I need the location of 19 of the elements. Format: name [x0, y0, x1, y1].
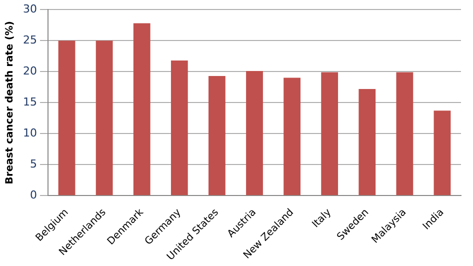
bar [170, 60, 188, 196]
bar [321, 72, 338, 196]
y-tick-label: 5 [30, 157, 37, 170]
bar [208, 76, 226, 196]
y-tick-label: 20 [22, 64, 37, 78]
y-tick-label: 30 [22, 2, 37, 16]
bar [246, 70, 263, 196]
bar [358, 88, 376, 196]
y-tick-label: 15 [22, 95, 37, 108]
bar [58, 40, 76, 196]
bar [434, 110, 451, 196]
bar [396, 72, 414, 196]
y-tick-label: 0 [30, 188, 37, 202]
y-axis-title: Breast cancer death rate (%) [4, 21, 16, 184]
bar [96, 40, 113, 196]
y-tick-label: 25 [22, 33, 37, 46]
y-tick-label: 10 [22, 126, 37, 140]
bar [284, 78, 300, 196]
bar [133, 23, 150, 196]
